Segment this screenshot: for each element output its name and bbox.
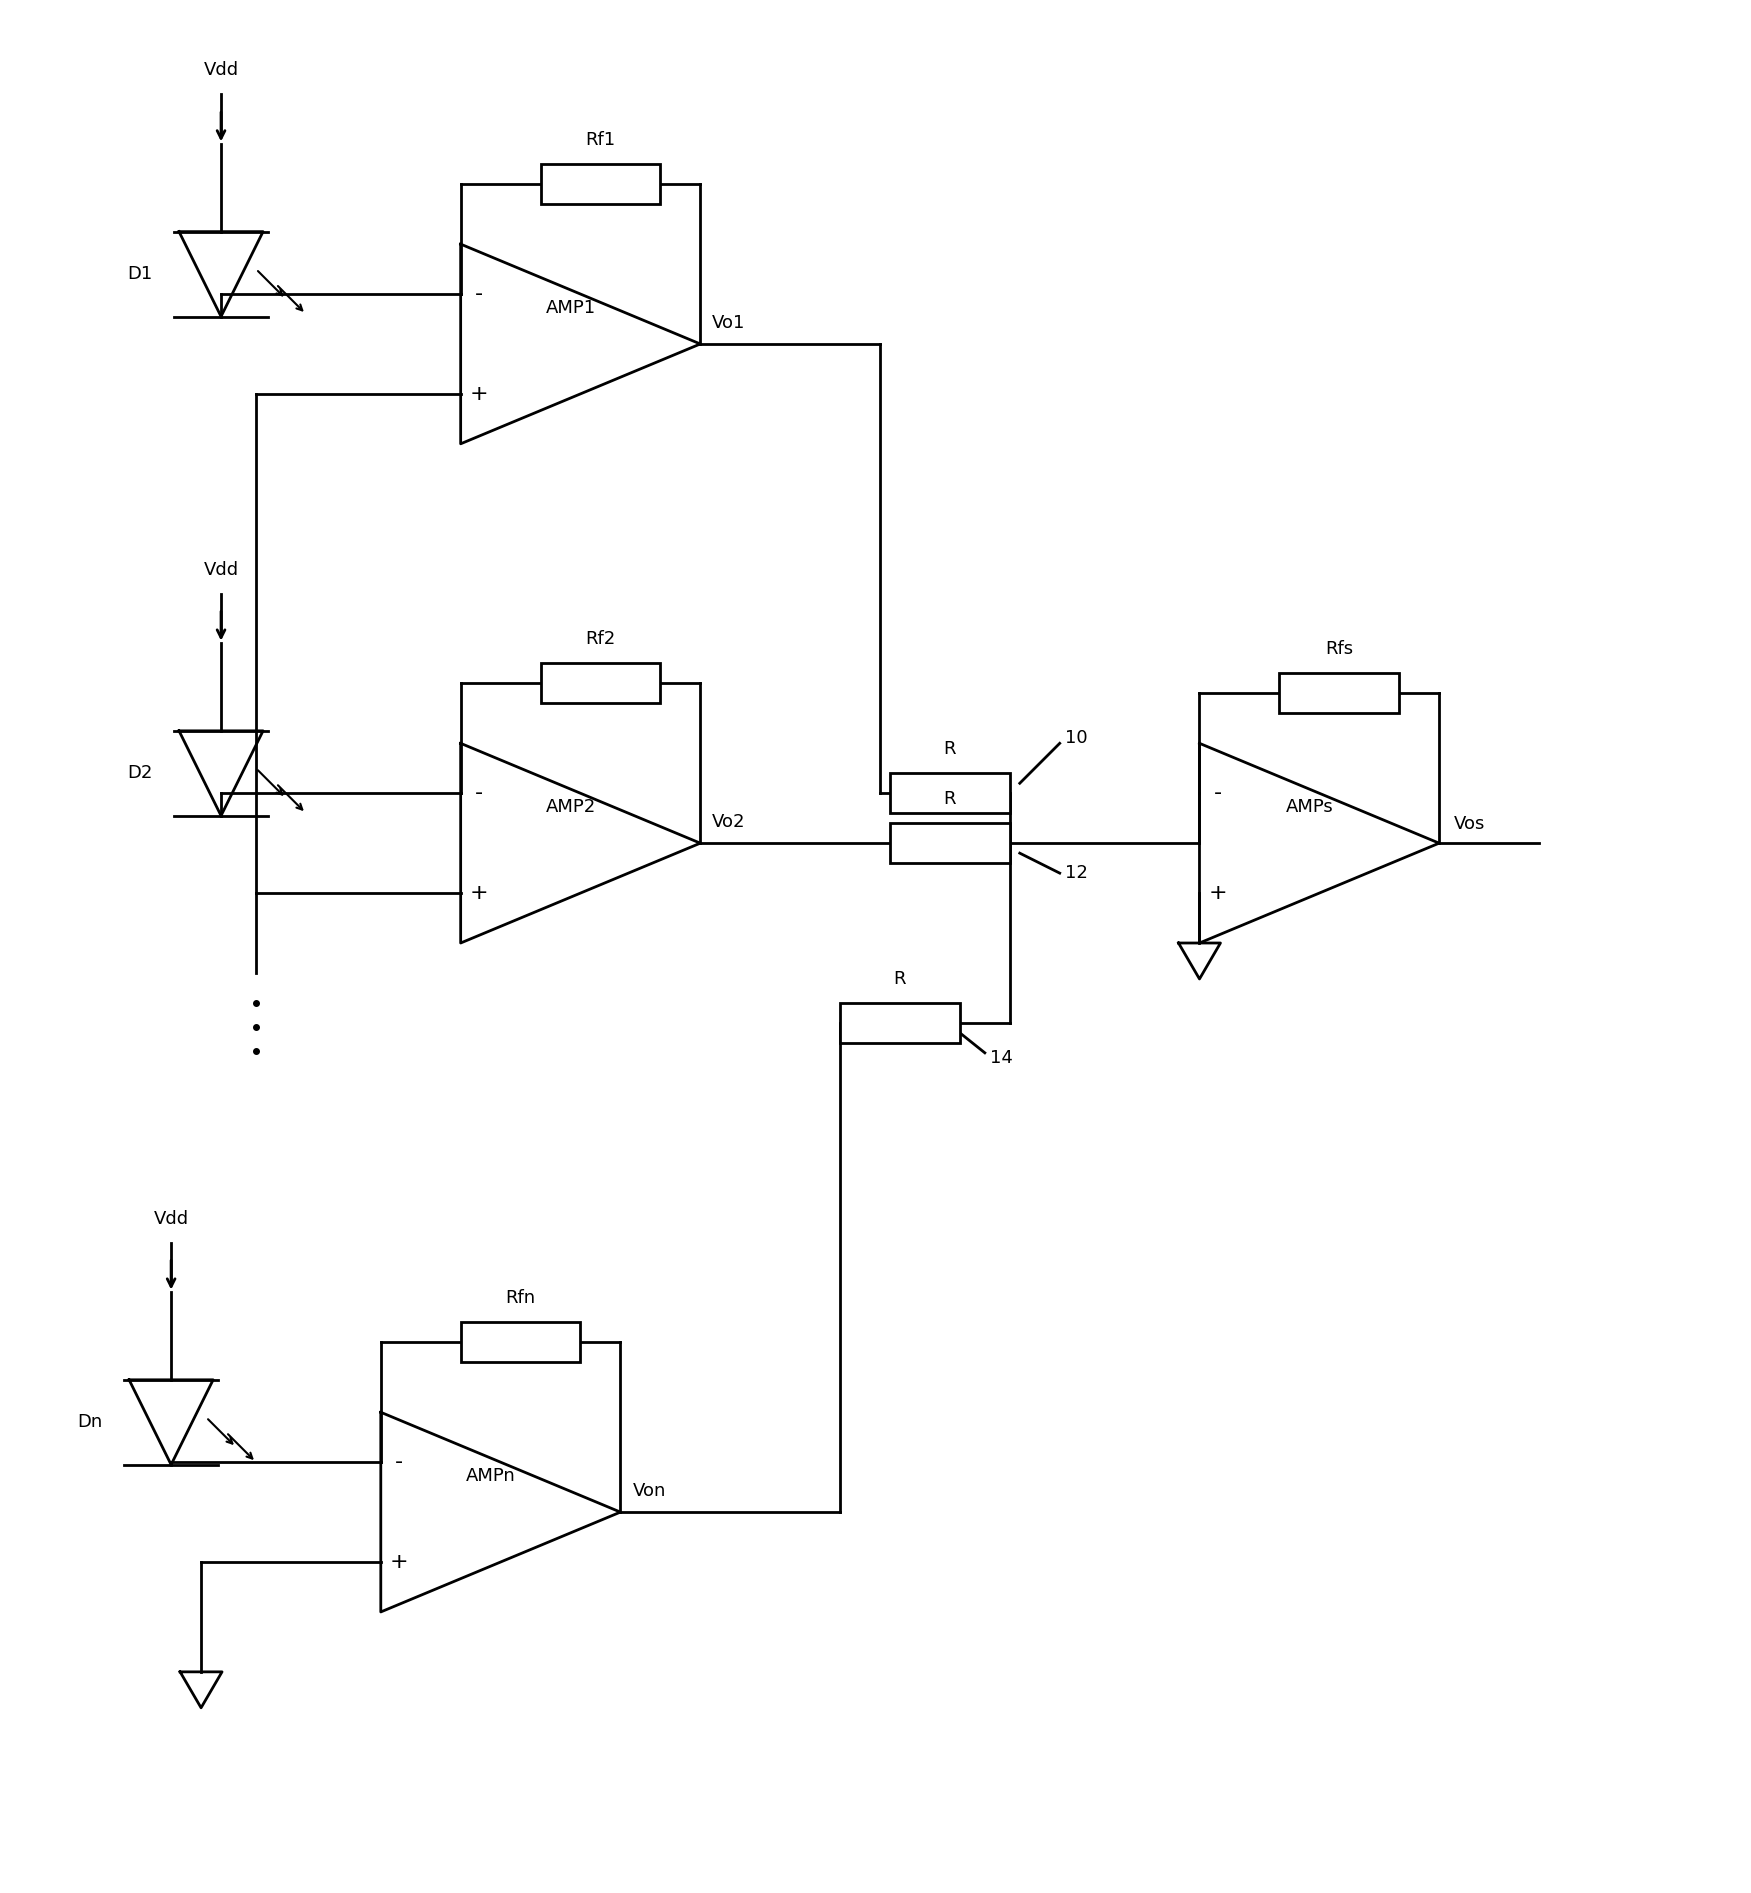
- FancyBboxPatch shape: [541, 663, 660, 704]
- Text: +: +: [469, 884, 489, 903]
- Text: Vdd: Vdd: [203, 61, 238, 80]
- Text: Rf2: Rf2: [585, 630, 616, 649]
- Text: 12: 12: [1065, 863, 1087, 882]
- FancyBboxPatch shape: [890, 823, 1010, 863]
- Text: Rf1: Rf1: [585, 131, 616, 150]
- Text: Vdd: Vdd: [154, 1210, 189, 1227]
- FancyBboxPatch shape: [541, 165, 660, 204]
- Text: Vos: Vos: [1453, 816, 1485, 833]
- Text: Vo1: Vo1: [713, 314, 746, 331]
- Text: R: R: [944, 789, 956, 808]
- Text: Vo2: Vo2: [713, 814, 746, 831]
- Text: +: +: [389, 1552, 408, 1571]
- FancyBboxPatch shape: [840, 1003, 960, 1043]
- FancyBboxPatch shape: [1280, 674, 1399, 714]
- FancyBboxPatch shape: [890, 772, 1010, 814]
- Text: AMPs: AMPs: [1285, 799, 1333, 816]
- Text: Rfn: Rfn: [506, 1289, 536, 1308]
- Text: +: +: [469, 384, 489, 403]
- Text: AMPn: AMPn: [466, 1467, 515, 1486]
- Text: Dn: Dn: [77, 1414, 103, 1431]
- Text: R: R: [944, 740, 956, 759]
- Text: -: -: [475, 284, 483, 305]
- Text: Vdd: Vdd: [203, 560, 238, 579]
- Text: -: -: [394, 1452, 403, 1473]
- Text: -: -: [475, 784, 483, 803]
- Text: Von: Von: [632, 1482, 665, 1499]
- Text: R: R: [893, 969, 907, 988]
- Text: -: -: [1213, 784, 1222, 803]
- Text: 10: 10: [1065, 729, 1087, 748]
- Text: AMP2: AMP2: [545, 799, 595, 816]
- FancyBboxPatch shape: [461, 1323, 581, 1363]
- Text: +: +: [1208, 884, 1227, 903]
- Text: AMP1: AMP1: [545, 299, 595, 316]
- Text: Rfs: Rfs: [1326, 640, 1354, 659]
- Text: 14: 14: [989, 1049, 1012, 1068]
- Text: D2: D2: [128, 765, 152, 782]
- Text: D1: D1: [128, 265, 152, 284]
